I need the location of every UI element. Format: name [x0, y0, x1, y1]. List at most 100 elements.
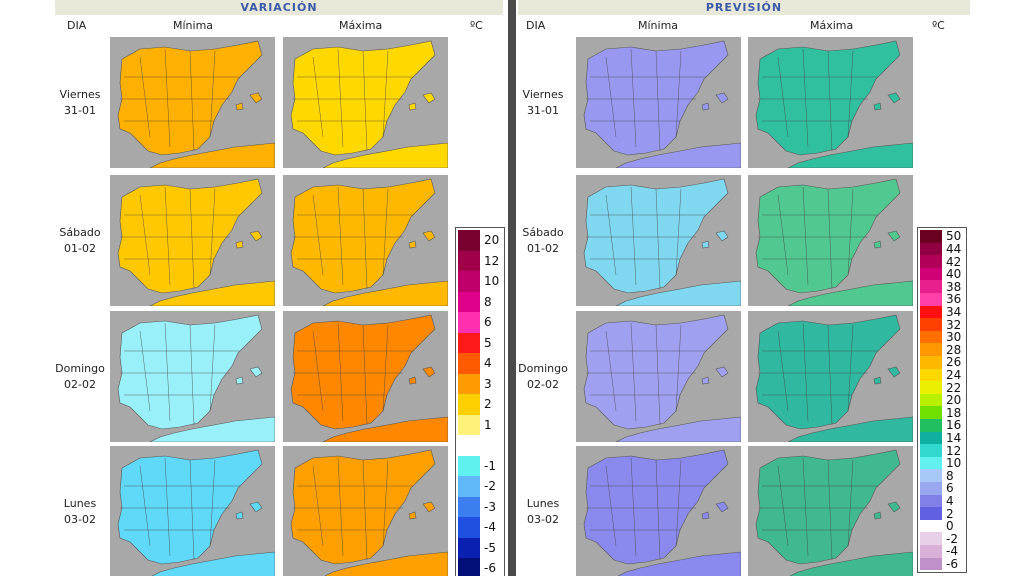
balearic-islands — [235, 366, 263, 385]
map-prev-min-4 — [576, 446, 741, 576]
legend-label: 42 — [946, 254, 962, 269]
north-africa-area — [615, 142, 741, 168]
province-border — [337, 457, 344, 557]
balearic-islands — [408, 501, 436, 520]
province-border — [802, 457, 809, 557]
province-border — [362, 50, 368, 152]
col-max-header: Máxima — [810, 19, 854, 32]
province-border — [139, 465, 151, 547]
col-max-header: Máxima — [339, 19, 383, 32]
legend-label: 20 — [484, 233, 500, 248]
legend-swatch — [458, 455, 480, 476]
legend-swatch — [920, 255, 942, 268]
day-date: 31-01 — [527, 104, 559, 117]
legend-swatch — [458, 353, 480, 374]
day-name: Sábado — [59, 226, 101, 239]
balearic-islands — [235, 230, 263, 249]
left-margin — [0, 0, 14, 576]
province-border — [655, 459, 661, 561]
province-border — [209, 324, 216, 412]
legend-swatch — [920, 507, 942, 520]
map-prev-min-1 — [576, 37, 741, 168]
province-border — [827, 459, 833, 561]
province-border — [382, 188, 389, 276]
north-africa-area — [617, 551, 741, 576]
day-date: 01-02 — [527, 242, 559, 255]
north-africa-area — [787, 416, 913, 442]
legend-label: 26 — [946, 355, 962, 370]
map-prev-max-3 — [748, 311, 913, 442]
legend-swatch — [458, 332, 480, 353]
legend-label: 18 — [946, 405, 962, 420]
day-name: Lunes — [526, 497, 560, 510]
legend-label: 4 — [946, 493, 954, 508]
legend-label: 1 — [484, 417, 492, 432]
legend-label: 22 — [946, 380, 962, 395]
legend-swatch — [458, 291, 480, 312]
legend-swatch — [920, 356, 942, 369]
balearic-islands — [873, 92, 901, 111]
north-africa-area — [787, 142, 913, 168]
day-name: Sábado — [522, 226, 564, 239]
col-min-header: Mínima — [173, 19, 214, 32]
map-var-min-4 — [110, 446, 275, 576]
legend-swatch — [458, 373, 480, 394]
unit-label: ºC — [470, 19, 483, 32]
balearic-islands — [408, 366, 436, 385]
province-border — [777, 465, 789, 547]
legend-label: -1 — [484, 458, 496, 473]
legend-label: 12 — [484, 253, 500, 268]
province-border — [362, 188, 368, 290]
legend-frame — [455, 227, 505, 576]
legend-label: 0 — [946, 519, 954, 534]
legend-label: 2 — [946, 506, 954, 521]
day-label: Viernes 31-01 — [55, 87, 105, 119]
day-date: 01-02 — [64, 242, 96, 255]
legend-frame — [917, 227, 967, 574]
province-border — [630, 186, 637, 286]
balearic-islands — [235, 501, 263, 520]
province-border — [802, 48, 809, 148]
legend-swatch — [920, 482, 942, 495]
province-border — [630, 457, 637, 557]
legend-label: 16 — [946, 418, 962, 433]
legend-label: 40 — [946, 267, 962, 282]
province-border — [164, 457, 171, 557]
legend-swatch — [458, 414, 480, 435]
province-border — [605, 330, 617, 412]
province-border — [164, 186, 171, 286]
province-border — [382, 50, 389, 138]
province-border — [139, 194, 151, 276]
legend-swatch — [920, 406, 942, 419]
province-border — [605, 194, 617, 276]
col-dia-header: DIA — [526, 19, 546, 32]
legend-label: 28 — [946, 342, 962, 357]
day-date: 02-02 — [527, 378, 559, 391]
province-border — [605, 465, 617, 547]
legend-swatch — [920, 469, 942, 482]
legend-label: 12 — [946, 443, 962, 458]
balearic-islands — [701, 501, 729, 520]
province-border — [655, 188, 661, 290]
day-date: 31-01 — [64, 104, 96, 117]
province-border — [827, 188, 833, 290]
province-border — [827, 324, 833, 426]
map-var-max-1 — [283, 37, 448, 168]
legend-label: 3 — [484, 376, 492, 391]
legend-swatch — [920, 393, 942, 407]
province-border — [189, 50, 195, 152]
legend-label: 6 — [484, 315, 492, 330]
day-name: Domingo — [518, 362, 568, 375]
legend-swatch — [920, 444, 942, 457]
legend-swatch — [458, 230, 480, 251]
legend-swatch — [920, 519, 942, 533]
legend-label: 4 — [484, 356, 492, 371]
province-border — [802, 186, 809, 286]
province-border — [777, 330, 789, 412]
legend-swatch — [458, 517, 480, 538]
legend-swatch — [458, 558, 480, 576]
province-border — [337, 48, 344, 148]
day-label: Viernes 31-01 — [518, 87, 568, 119]
north-africa-area — [322, 416, 448, 442]
province-border — [847, 188, 854, 276]
